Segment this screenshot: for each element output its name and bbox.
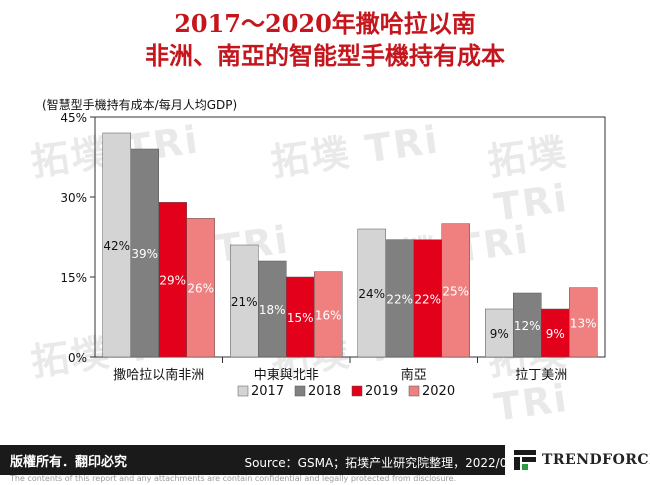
y-axis-label: (智慧型手機持有成本/每月人均GDP) bbox=[42, 98, 238, 112]
data-label: 24% bbox=[358, 287, 385, 301]
data-label: 21% bbox=[231, 295, 258, 309]
x-tick-label: 南亞 bbox=[401, 367, 427, 383]
bar bbox=[258, 260, 287, 358]
legend-swatch bbox=[237, 385, 249, 397]
legend-swatch bbox=[351, 385, 363, 397]
y-tick-label: 45% bbox=[60, 111, 87, 125]
data-label: 15% bbox=[287, 311, 314, 325]
title-line-2: 非洲、南亞的智能型手機持有成本 bbox=[145, 41, 505, 70]
data-label: 22% bbox=[386, 292, 413, 306]
copyright-notice: 版權所有．翻印必究 bbox=[10, 455, 128, 470]
data-label: 16% bbox=[315, 308, 342, 322]
legend-label: 2017 bbox=[251, 384, 284, 399]
data-label: 12% bbox=[514, 319, 541, 333]
x-tick-label: 拉丁美洲 bbox=[515, 368, 567, 383]
bar bbox=[230, 244, 259, 358]
x-tick-label: 中東與北非 bbox=[254, 367, 319, 383]
legend-label: 2018 bbox=[308, 384, 341, 399]
logo-text: TRENDFORCE bbox=[542, 452, 650, 468]
disclaimer: The contents of this report and any atta… bbox=[10, 474, 456, 483]
trendforce-logo-icon bbox=[514, 450, 536, 470]
data-label: 9% bbox=[546, 327, 565, 341]
legend-label: 2019 bbox=[365, 384, 398, 399]
source-text: Source：GSMA；拓墣产业研究院整理，2022/04 bbox=[244, 456, 515, 470]
bar bbox=[357, 228, 386, 358]
bar bbox=[102, 132, 131, 358]
bar bbox=[186, 218, 215, 358]
legend-swatch bbox=[294, 385, 306, 397]
bar bbox=[314, 271, 343, 358]
bar bbox=[158, 202, 187, 358]
data-label: 39% bbox=[131, 247, 158, 261]
data-label: 22% bbox=[414, 292, 441, 306]
bar bbox=[513, 292, 542, 358]
data-label: 13% bbox=[570, 316, 597, 330]
bar bbox=[130, 148, 159, 358]
source-box: Source：GSMA；拓墣产业研究院整理，2022/04 bbox=[195, 452, 525, 474]
bar bbox=[286, 276, 315, 358]
bar-chart: 0% 15% 30% 45% 撒哈拉以南非洲 42%39%29%26% 中東與北非 21%18… bbox=[60, 111, 606, 399]
data-label: 42% bbox=[103, 239, 130, 253]
y-tick-label: 30% bbox=[60, 191, 87, 205]
bar bbox=[569, 287, 598, 358]
legend-label: 2020 bbox=[422, 384, 455, 399]
data-label: 9% bbox=[490, 327, 509, 341]
data-label: 18% bbox=[259, 303, 286, 317]
y-tick-label: 15% bbox=[60, 271, 87, 285]
page-title: 2017～2020年撒哈拉以南 非洲、南亞的智能型手機持有成本 bbox=[0, 8, 650, 72]
bar bbox=[441, 223, 470, 358]
data-label: 29% bbox=[159, 274, 186, 288]
x-tick-label: 撒哈拉以南非洲 bbox=[113, 367, 204, 383]
bar bbox=[385, 239, 414, 358]
title-line-1: 2017～2020年撒哈拉以南 bbox=[174, 9, 476, 38]
bar bbox=[413, 239, 442, 358]
data-label: 26% bbox=[187, 282, 214, 296]
bar bbox=[541, 308, 570, 358]
bar bbox=[485, 308, 514, 358]
legend-swatch bbox=[408, 385, 420, 397]
y-tick-label: 0% bbox=[68, 351, 87, 365]
data-label: 25% bbox=[442, 284, 469, 298]
